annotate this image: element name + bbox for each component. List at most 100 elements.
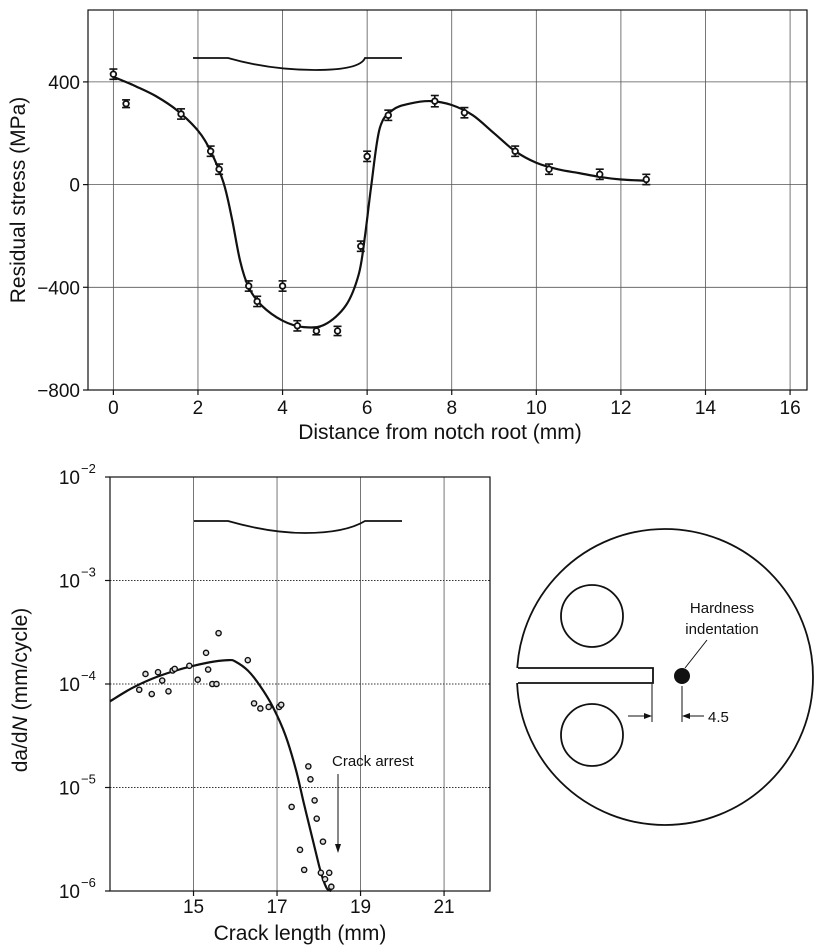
residual-stress-y-ticks: −800 −400 0 400 (37, 73, 88, 402)
residual-stress-fitted-curve (112, 75, 647, 329)
crack-growth-point-27 (313, 815, 321, 822)
crack-growth-point-32 (328, 883, 335, 891)
crack-growth-point-16 (250, 700, 258, 707)
crack-growth-y-tick-label-1: 10 (59, 779, 80, 800)
residual-stress-point-3 (206, 147, 215, 155)
hardness-leader-line (684, 639, 708, 669)
residual-stress-data-points (109, 68, 651, 337)
residual-stress-x-tick-label-5: 10 (526, 398, 547, 419)
residual-stress-x-tick-label-7: 14 (695, 398, 717, 419)
crack-growth-curve-line (109, 658, 332, 893)
loading-hole-lower (560, 703, 624, 767)
loading-hole-upper (560, 584, 624, 648)
crack-growth-y-ticks: 10−610−510−410−310−2 (59, 461, 110, 903)
crack-growth-point-9 (194, 676, 201, 684)
notch-profile-sketch (193, 57, 402, 71)
crack-growth-point-2 (148, 690, 156, 698)
residual-stress-y-tick-label-2: 0 (69, 176, 80, 197)
crack-growth-point-28 (317, 869, 325, 877)
residual-stress-point-10 (333, 327, 342, 335)
crack-growth-y-tick-exponent-2: −4 (81, 668, 96, 683)
hardness-label-line1: Hardness (690, 600, 754, 617)
hardness-indentation-dot (674, 668, 690, 684)
crack-growth-y-tick-exponent-1: −5 (81, 772, 96, 787)
residual-stress-point-17 (545, 165, 553, 173)
crack-growth-point-14 (215, 629, 222, 637)
residual-stress-point-16 (511, 147, 519, 155)
crack-growth-y-tick-label-0: 10 (59, 882, 80, 903)
crack-growth-point-21 (288, 803, 295, 811)
crack-growth-point-3 (154, 668, 162, 676)
crack-growth-x-tick-label-0: 15 (183, 897, 204, 918)
residual-stress-x-tick-label-4: 8 (446, 398, 457, 419)
residual-stress-y-axis-label: Residual stress (MPa) (7, 97, 30, 304)
notch-profile-sketch-2 (194, 520, 402, 534)
residual-stress-y-tick-label-0: −800 (37, 381, 80, 402)
y-label-part-3: (mm/cycle) (9, 608, 32, 717)
residual-stress-x-tick-label-1: 2 (193, 398, 204, 419)
crack-growth-y-axis-label: da/dN (mm/cycle) (9, 608, 32, 773)
residual-stress-point-6 (253, 297, 261, 306)
crack-growth-point-8 (186, 662, 193, 670)
crack-growth-point-1 (142, 670, 149, 678)
crack-arrest-arrow-head (335, 844, 341, 853)
crack-growth-y-tick-exponent-0: −6 (81, 875, 96, 890)
crack-growth-x-tick-label-2: 19 (350, 897, 371, 918)
residual-stress-x-tick-label-3: 6 (362, 398, 373, 419)
crack-growth-point-24 (305, 763, 312, 770)
crack-growth-point-22 (296, 846, 304, 854)
crack-growth-point-30 (321, 875, 329, 883)
hardness-label-line2: indentation (685, 621, 758, 638)
residual-stress-x-tick-label-0: 0 (108, 398, 119, 419)
residual-stress-point-7 (278, 282, 287, 290)
residual-stress-point-15 (460, 109, 469, 117)
residual-stress-chart: 0 2 4 6 8 10 12 14 16 −800 −400 0 400 Distance from… (7, 9, 808, 444)
crack-growth-data-points (135, 629, 335, 891)
residual-stress-point-0 (109, 70, 118, 78)
specimen-diagram: Hardness indentation 4.5 (512, 528, 814, 826)
crack-growth-y-tick-label-3: 10 (59, 572, 80, 593)
crack-growth-x-tick-label-3: 21 (433, 897, 454, 918)
crack-growth-y-tick-label-2: 10 (59, 675, 80, 696)
residual-stress-y-tick-label-1: −400 (37, 278, 80, 299)
crack-growth-x-axis-label: Crack length (mm) (214, 922, 387, 945)
residual-stress-point-14 (431, 97, 439, 105)
residual-stress-x-tick-label-6: 12 (610, 398, 631, 419)
crack-growth-point-18 (265, 703, 272, 711)
crack-growth-point-20 (277, 701, 285, 709)
residual-stress-point-12 (363, 152, 371, 161)
residual-stress-x-tick-label-8: 16 (780, 398, 801, 419)
residual-stress-point-19 (642, 175, 650, 184)
dimension-label: 4.5 (708, 709, 729, 726)
crack-growth-chart: 15 17 19 21 10−610−510−410−310−2 Crack leng… (9, 461, 491, 945)
residual-stress-y-tick-label-3: 400 (48, 73, 80, 94)
residual-stress-point-4 (215, 165, 223, 173)
y-label-part-2: N (9, 715, 32, 731)
crack-growth-x-ticks: 15 17 19 21 (183, 891, 455, 918)
crack-growth-point-0 (135, 686, 143, 694)
crack-growth-point-25 (307, 776, 314, 783)
residual-stress-point-13 (384, 111, 392, 119)
residual-stress-x-tick-label-2: 4 (277, 398, 288, 419)
crack-growth-point-4 (158, 677, 166, 684)
crack-growth-point-7 (171, 665, 179, 673)
crack-growth-point-23 (300, 866, 308, 874)
crack-growth-point-13 (213, 680, 220, 688)
crack-growth-point-11 (204, 666, 212, 673)
crack-growth-y-tick-exponent-4: −2 (81, 461, 96, 476)
residual-stress-x-axis-label: Distance from notch root (mm) (298, 421, 582, 444)
residual-stress-point-11 (357, 242, 365, 250)
crack-growth-y-tick-label-4: 10 (59, 468, 80, 489)
crack-growth-point-29 (319, 838, 327, 845)
residual-stress-plot-frame (87, 9, 808, 391)
residual-stress-point-5 (245, 282, 253, 290)
residual-stress-point-9 (312, 327, 321, 335)
dimension-arrow-right (682, 713, 690, 719)
residual-stress-grid (88, 10, 807, 391)
residual-stress-point-18 (596, 170, 604, 179)
residual-stress-curve-line (112, 75, 647, 329)
crack-growth-point-17 (257, 705, 264, 712)
crack-arrest-label: Crack arrest (332, 753, 415, 770)
crack-growth-point-5 (165, 688, 172, 695)
